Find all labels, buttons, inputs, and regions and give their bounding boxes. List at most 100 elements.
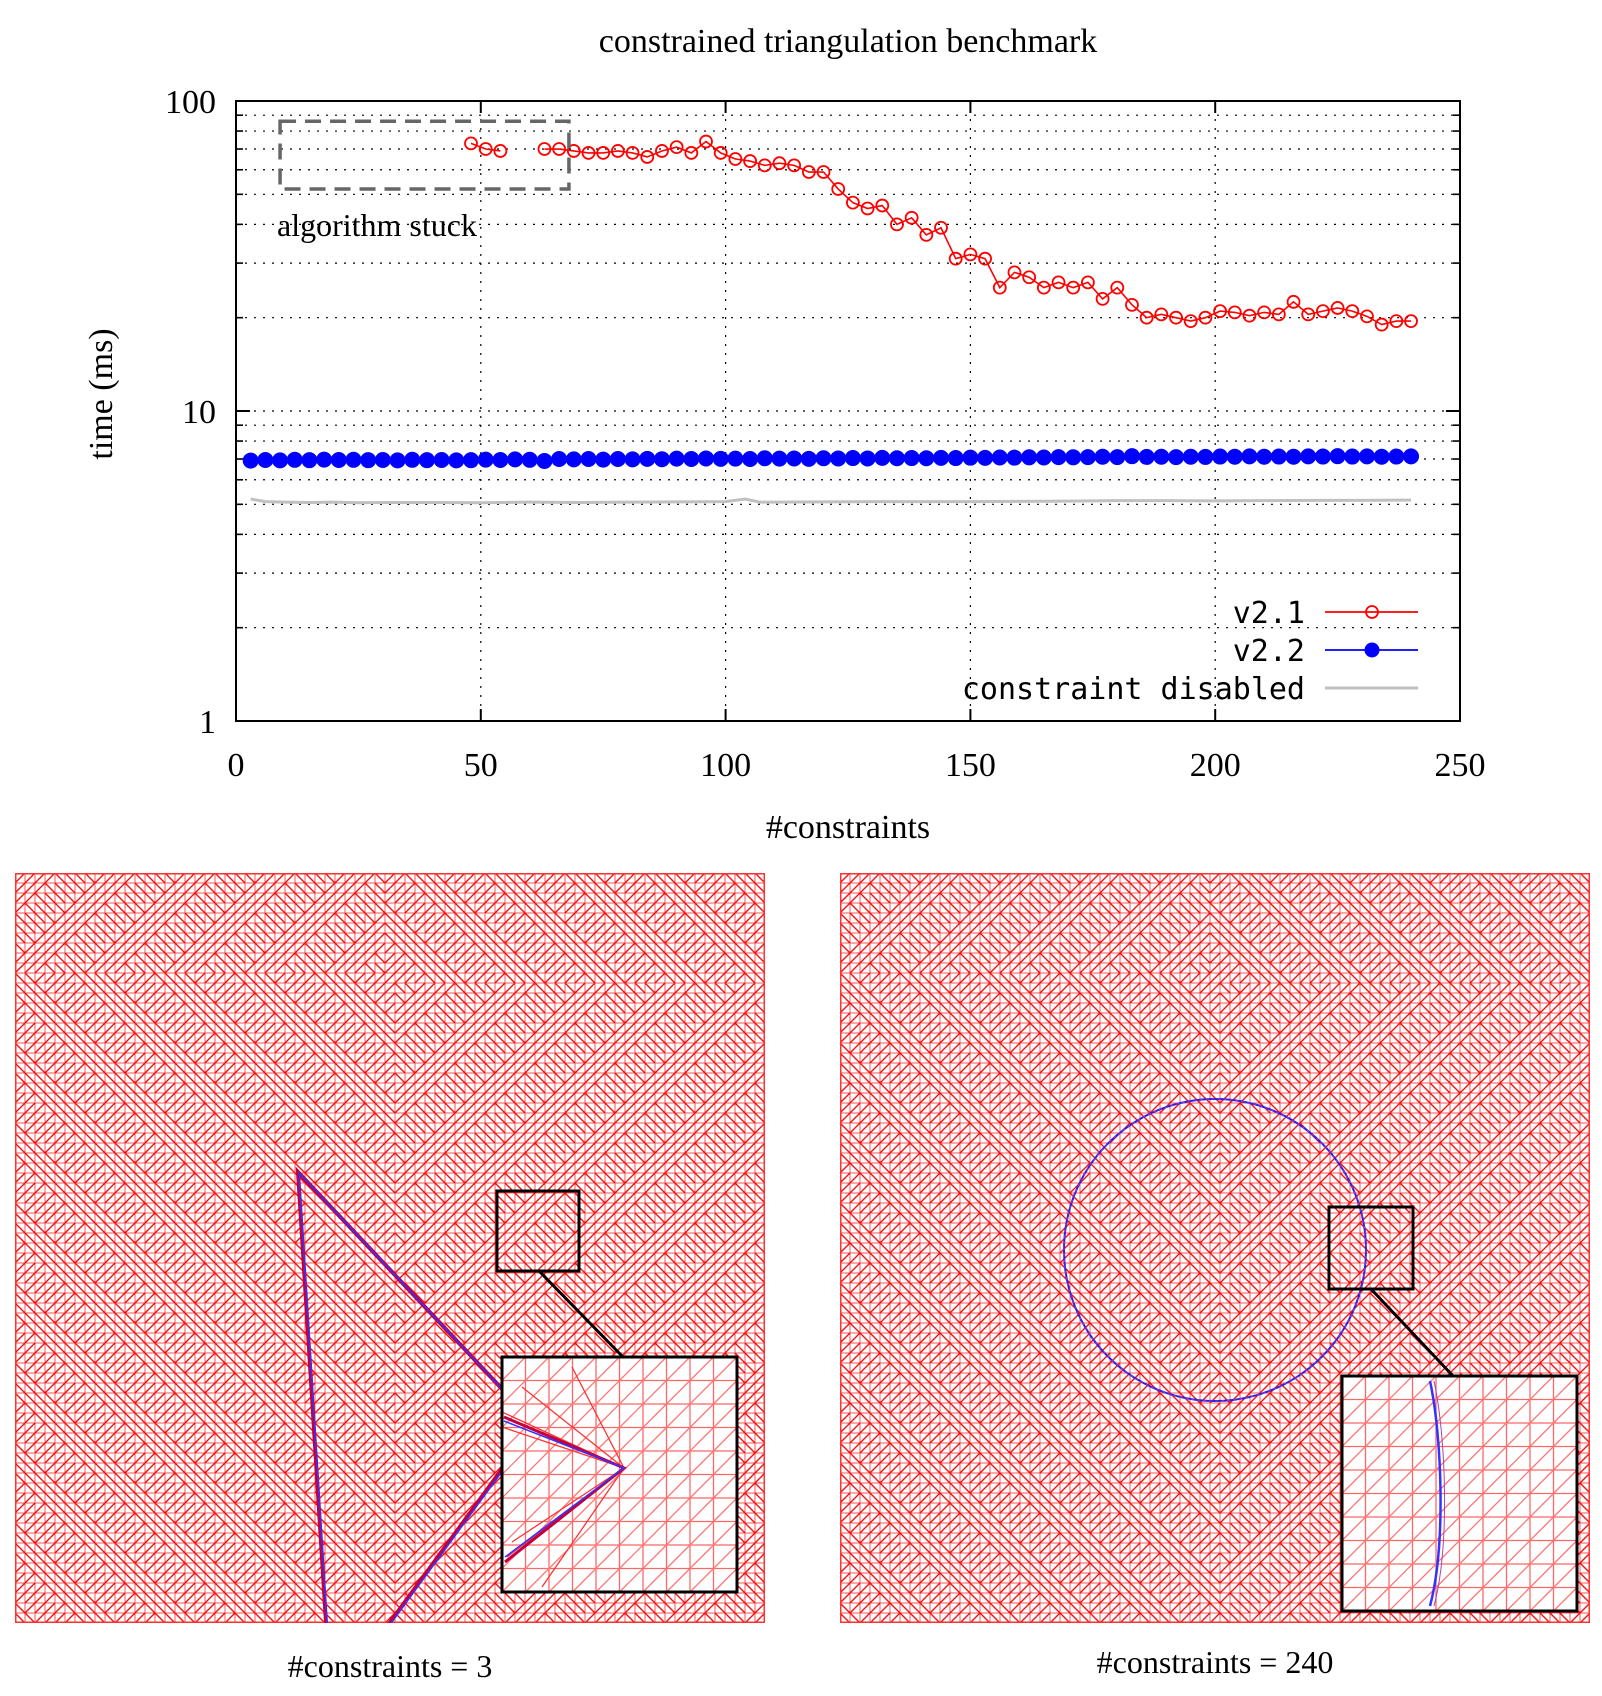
benchmark-chart: constrained triangulation benchmark time… bbox=[83, 23, 1486, 846]
data-point bbox=[492, 451, 509, 468]
inset-diagonals bbox=[1341, 1375, 1578, 1612]
data-point bbox=[1050, 449, 1067, 466]
data-point bbox=[1242, 308, 1257, 323]
data-point bbox=[1109, 449, 1126, 466]
data-point bbox=[1197, 448, 1214, 465]
data-point bbox=[404, 451, 421, 468]
data-point bbox=[772, 156, 787, 171]
data-point bbox=[1270, 448, 1287, 465]
data-point bbox=[815, 450, 832, 467]
data-point bbox=[478, 142, 493, 156]
data-point bbox=[1316, 304, 1330, 319]
data-point bbox=[1257, 305, 1272, 320]
data-point bbox=[1345, 304, 1360, 319]
data-point bbox=[1183, 314, 1198, 328]
data-point bbox=[1095, 291, 1110, 306]
data-point bbox=[728, 152, 743, 166]
data-point bbox=[1081, 275, 1095, 290]
data-point bbox=[595, 451, 612, 468]
data-point bbox=[963, 247, 978, 262]
data-point bbox=[493, 144, 508, 158]
x-tick-label: 50 bbox=[464, 747, 498, 784]
data-point bbox=[1079, 449, 1096, 466]
data-point bbox=[962, 449, 979, 466]
data-point bbox=[609, 451, 626, 468]
x-tick-label: 200 bbox=[1190, 747, 1241, 784]
mesh-circle-svg bbox=[840, 873, 1590, 1623]
constraint-triangle-blue bbox=[298, 1170, 537, 1623]
data-point bbox=[1358, 448, 1375, 465]
data-point bbox=[831, 182, 846, 196]
data-point bbox=[552, 142, 567, 156]
data-point bbox=[1213, 304, 1227, 319]
legend-label: v2.2 bbox=[1233, 634, 1305, 669]
legend-marker bbox=[1365, 605, 1379, 619]
data-point bbox=[1006, 449, 1023, 466]
data-point bbox=[1300, 448, 1317, 465]
data-point bbox=[242, 452, 259, 469]
data-point bbox=[1139, 310, 1154, 325]
data-point bbox=[875, 198, 890, 213]
zoom-box bbox=[495, 1189, 581, 1273]
data-point bbox=[1022, 270, 1037, 285]
data-point bbox=[890, 217, 904, 232]
data-point bbox=[330, 451, 347, 468]
data-point bbox=[684, 146, 699, 160]
constraint-circle-overlay bbox=[1063, 1098, 1367, 1402]
mesh-grid bbox=[840, 873, 1590, 1623]
data-point bbox=[757, 158, 772, 173]
zoom-connector bbox=[1369, 1287, 1455, 1378]
data-point bbox=[830, 450, 847, 467]
zoom-connector bbox=[537, 1269, 625, 1359]
data-point bbox=[1123, 448, 1140, 465]
data-point bbox=[448, 452, 465, 469]
data-point bbox=[1125, 297, 1139, 312]
data-point bbox=[257, 451, 274, 468]
data-point bbox=[1388, 448, 1405, 465]
data-point bbox=[1285, 448, 1302, 465]
x-axis-label: #constraints bbox=[766, 809, 930, 846]
data-point bbox=[1403, 448, 1420, 465]
data-point bbox=[301, 452, 318, 469]
data-point bbox=[463, 452, 480, 469]
data-point bbox=[919, 227, 934, 242]
data-point bbox=[1110, 280, 1125, 295]
data-point bbox=[1301, 307, 1316, 322]
data-point bbox=[1286, 294, 1301, 309]
zoom-inset bbox=[500, 1355, 739, 1594]
series-v2-1 bbox=[464, 134, 1418, 332]
data-point bbox=[1182, 448, 1199, 465]
data-point bbox=[610, 144, 625, 158]
stuck-box bbox=[278, 119, 571, 191]
data-point bbox=[1138, 448, 1155, 465]
data-point bbox=[800, 450, 817, 467]
data-point bbox=[668, 450, 685, 467]
data-point bbox=[477, 451, 494, 468]
data-point bbox=[580, 451, 597, 468]
data-point bbox=[551, 451, 568, 468]
zoom-inset bbox=[1340, 1374, 1579, 1613]
inset-constraint bbox=[1428, 1380, 1442, 1607]
y-tick-label: 1 bbox=[199, 704, 216, 741]
data-point bbox=[888, 450, 905, 467]
data-point bbox=[1374, 317, 1389, 332]
data-point bbox=[507, 451, 524, 468]
data-point bbox=[1373, 448, 1390, 465]
data-point bbox=[786, 450, 803, 467]
data-point bbox=[536, 452, 553, 469]
data-point bbox=[816, 165, 831, 179]
data-point bbox=[771, 450, 788, 467]
data-point bbox=[596, 146, 611, 160]
data-point bbox=[787, 158, 802, 173]
plot-frame bbox=[235, 100, 1461, 722]
data-point bbox=[756, 450, 773, 467]
y-tick-label: 100 bbox=[165, 84, 216, 121]
data-point bbox=[992, 280, 1007, 295]
data-point bbox=[316, 451, 333, 468]
mesh-panel-triangle bbox=[15, 873, 765, 1623]
data-point bbox=[1256, 448, 1273, 465]
data-point bbox=[1021, 449, 1038, 466]
stuck-annotation: algorithm stuck bbox=[277, 119, 571, 243]
data-point bbox=[566, 144, 581, 158]
